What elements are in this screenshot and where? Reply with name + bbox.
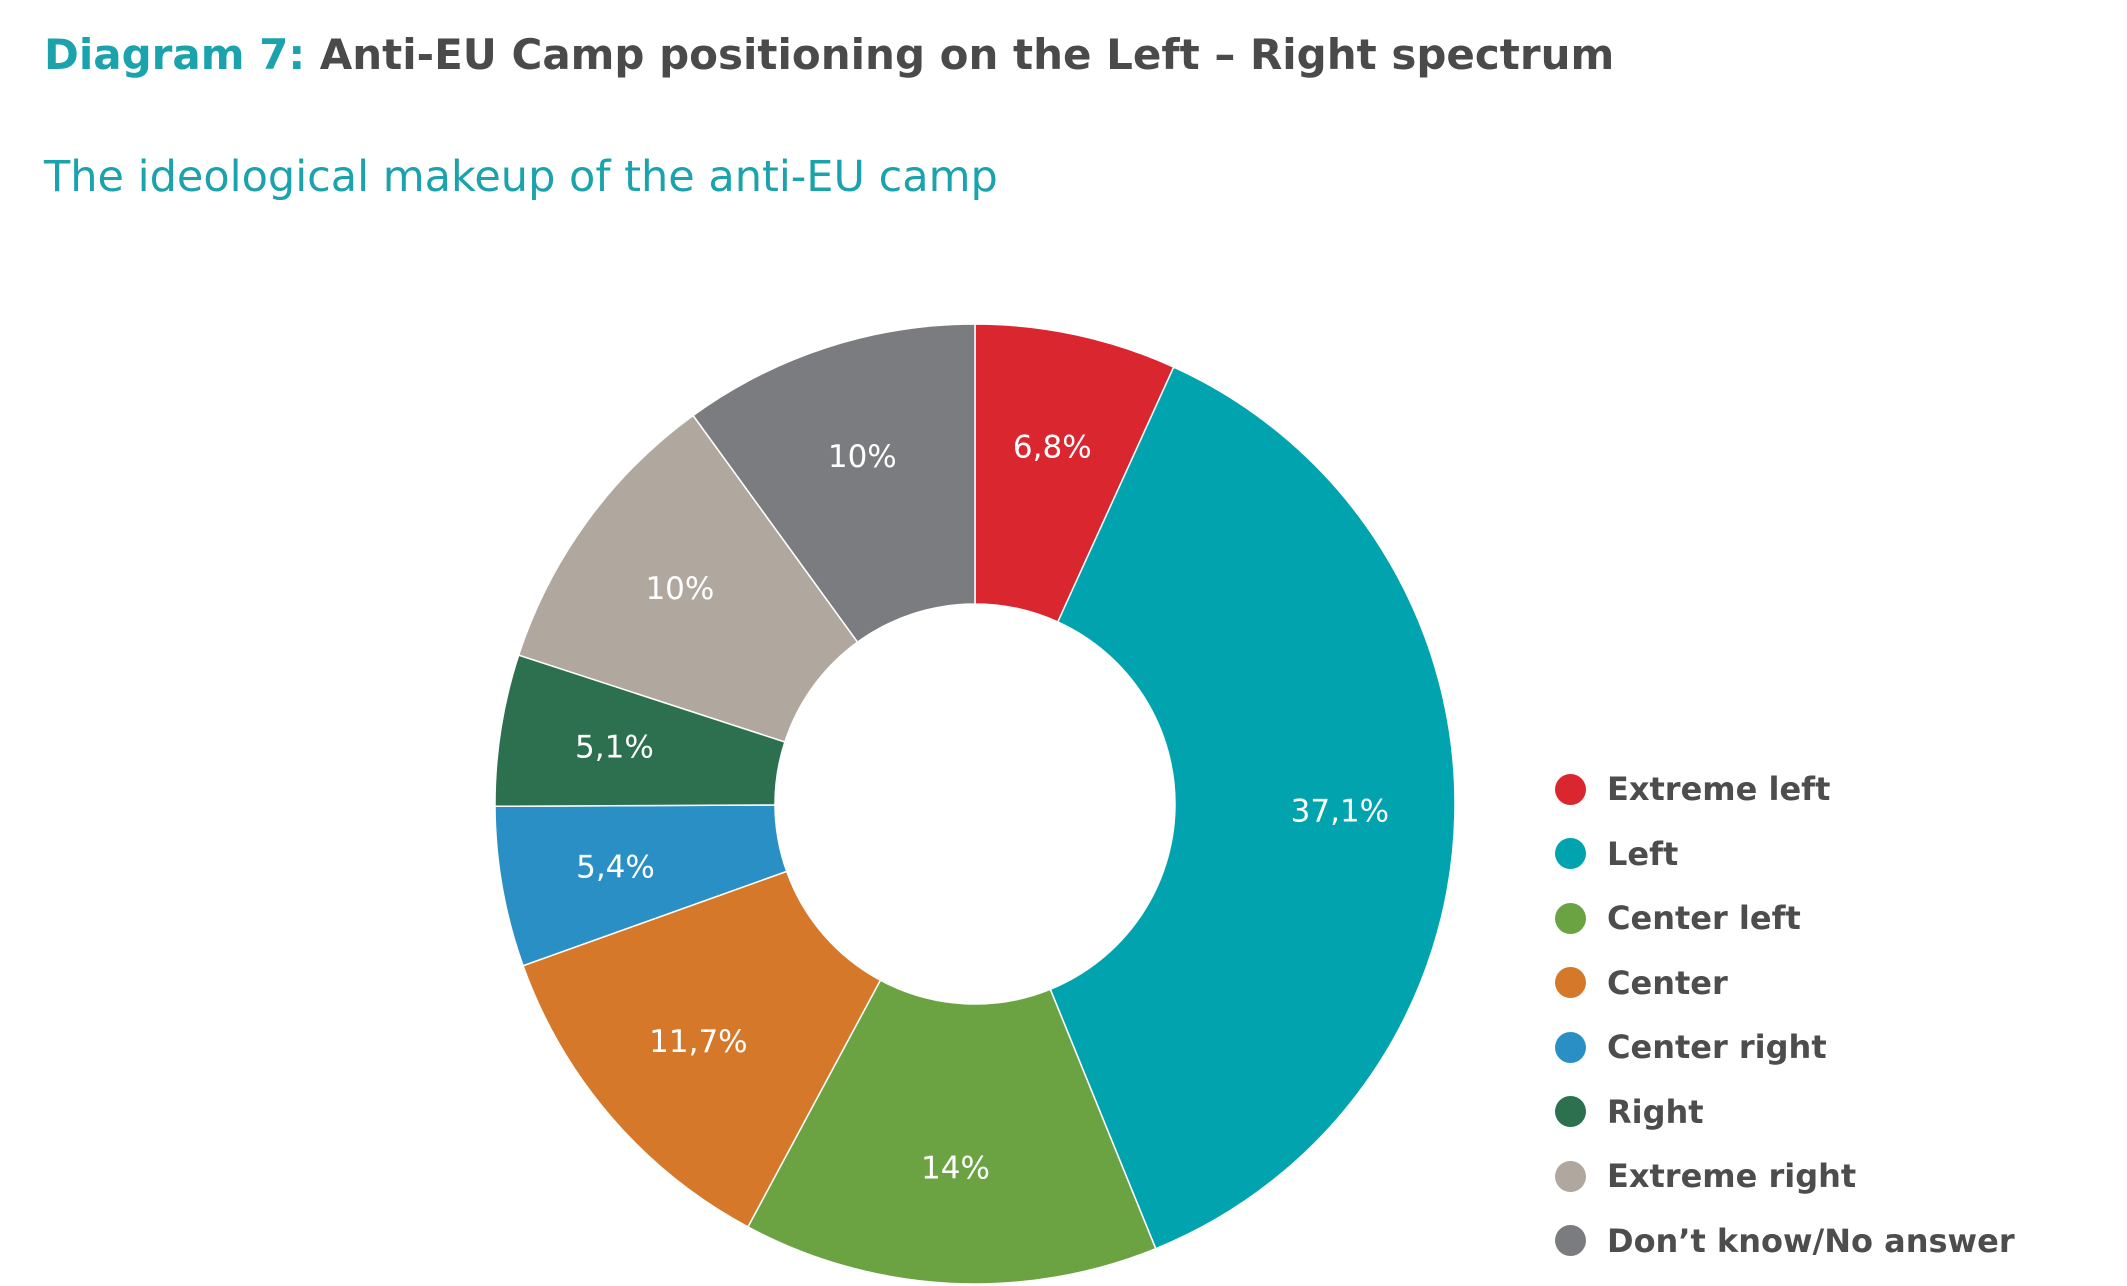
legend-swatch <box>1555 1225 1586 1257</box>
chart-title: Diagram 7: Anti-EU Camp positioning on t… <box>44 30 1614 79</box>
slice-label-don-t-know-no-answer: 10% <box>828 439 897 475</box>
legend-item-extreme-left: Extreme left <box>1555 757 2015 822</box>
chart-subtitle: The ideological makeup of the anti-EU ca… <box>44 152 998 202</box>
legend-item-don-t-know-no-answer: Don’t know/No answer <box>1555 1209 2015 1274</box>
legend-label: Center <box>1607 963 1728 1002</box>
legend-swatch <box>1555 1160 1586 1192</box>
legend-label: Left <box>1607 834 1679 873</box>
slice-label-extreme-right: 10% <box>645 571 714 607</box>
legend-label: Don’t know/No answer <box>1607 1221 2015 1260</box>
slice-label-left: 37,1% <box>1291 793 1389 829</box>
slice-center-left <box>746 979 1157 1285</box>
legend-item-extreme-right: Extreme right <box>1555 1144 2015 1209</box>
slice-extreme-right <box>517 414 859 743</box>
legend-label: Extreme left <box>1607 770 1831 809</box>
slice-label-center-left: 14% <box>921 1151 990 1187</box>
legend-item-right: Right <box>1555 1080 2015 1145</box>
slice-label-right: 5,1% <box>575 730 654 766</box>
legend-label: Right <box>1607 1092 1704 1131</box>
legend-swatch <box>1555 838 1586 870</box>
legend-label: Extreme right <box>1607 1157 1857 1196</box>
donut-slice-labels: 6,8% 37,1% 14% 11,7% 5,4% 5,1% 10% 10% <box>575 429 1389 1186</box>
legend-swatch <box>1555 902 1586 934</box>
slice-left <box>1049 366 1456 1250</box>
legend-item-center: Center <box>1555 951 2015 1016</box>
legend-swatch <box>1555 967 1586 999</box>
legend-swatch <box>1555 1096 1586 1128</box>
legend-item-center-right: Center right <box>1555 1015 2015 1080</box>
slice-label-extreme-left: 6,8% <box>1013 429 1092 465</box>
legend-item-center-left: Center left <box>1555 886 2015 951</box>
legend-label: Center right <box>1607 1028 1827 1067</box>
slice-center <box>522 870 882 1228</box>
chart-legend: Extreme left Left Center left Center Center … <box>1555 757 2015 1273</box>
slice-label-center: 11,7% <box>649 1024 747 1060</box>
chart-title-prefix: Diagram 7: <box>44 30 306 79</box>
legend-swatch <box>1555 1031 1586 1063</box>
legend-swatch <box>1555 773 1586 805</box>
legend-label: Center left <box>1607 899 1801 938</box>
slice-label-center-right: 5,4% <box>576 849 655 885</box>
slice-don-t-know-no-answer <box>692 323 976 644</box>
donut-slices <box>494 323 1456 1285</box>
chart-title-text: Anti-EU Camp positioning on the Left – R… <box>319 30 1615 79</box>
legend-item-left: Left <box>1555 822 2015 887</box>
